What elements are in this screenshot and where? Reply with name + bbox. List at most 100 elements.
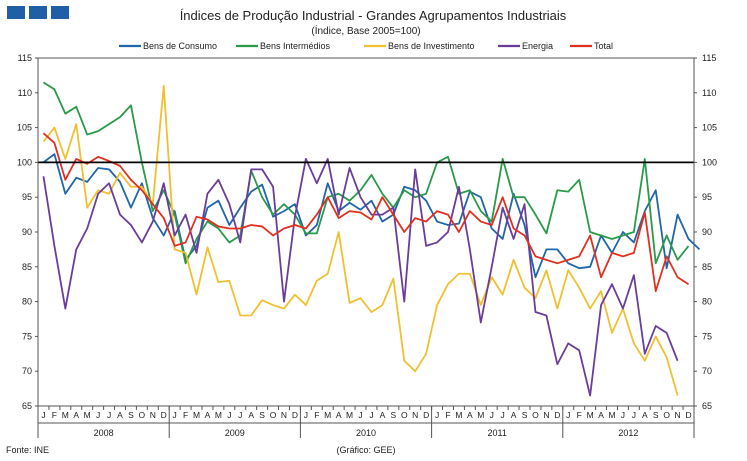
y-tick-label-left: 110 [18,88,32,98]
x-year-label: 2012 [618,428,638,438]
y-tick-label-left: 85 [22,262,32,272]
y-tick-label-left: 105 [17,123,32,133]
x-year-label: 2009 [225,428,245,438]
x-tick-label-month: A [380,410,386,420]
x-tick-label-month: J [107,410,111,420]
y-tick-label-left: 80 [22,297,32,307]
legend-label: Total [594,41,613,51]
y-tick-label-right: 70 [702,366,712,376]
y-tick-label-left: 95 [22,192,32,202]
y-tick-label-right: 110 [702,88,716,98]
x-tick-label-month: J [358,410,362,420]
y-tick-label-left: 115 [18,53,32,63]
x-tick-label-month: S [653,410,659,420]
footer-credit: (Gráfico: GEE) [336,445,395,455]
series-line-bens-intermedios [42,81,690,265]
legend-label: Bens Intermédios [260,41,331,51]
x-tick-label-month: D [685,410,691,420]
x-tick-label-month: D [161,410,167,420]
x-tick-label-month: A [642,410,648,420]
x-tick-label-month: S [259,410,265,420]
series-line-total [42,132,690,293]
x-tick-label-month: J [621,410,625,420]
logo-block-3 [51,6,69,19]
x-tick-label-month: J [227,410,231,420]
x-tick-label-month: O [139,410,146,420]
x-tick-label-month: D [423,410,429,420]
x-tick-label-month: J [304,410,308,420]
x-tick-label-month: D [292,410,298,420]
series-line-bens-de-investimento [42,84,679,396]
legend-label: Bens de Consumo [143,41,217,51]
x-tick-label-month: F [314,410,319,420]
x-tick-label-month: A [117,410,123,420]
x-tick-label-month: J [369,410,373,420]
x-tick-label-month: M [84,410,91,420]
y-tick-label-right: 90 [702,227,712,237]
legend-label: Energia [522,41,553,51]
x-tick-label-month: M [455,410,462,420]
x-tick-label-month: J [96,410,100,420]
y-axis-right: 65 70 75 80 85 90 95 100 105 110 115 [694,53,717,411]
x-tick-label-month: N [150,410,156,420]
x-tick-label-month: A [336,410,342,420]
x-tick-label-month: A [598,410,604,420]
y-tick-label-right: 65 [702,401,712,411]
x-tick-label-month: J [41,410,45,420]
x-tick-label-month: M [324,410,331,420]
y-tick-label-right: 85 [702,262,712,272]
y-tick-label-left: 70 [22,366,32,376]
x-tick-label-month: J [238,410,242,420]
x-tick-label-month: N [543,410,549,420]
x-tick-label-month: F [577,410,582,420]
chart-subtitle: (Índice, Base 2005=100) [311,24,420,37]
x-tick-label-month: M [193,410,200,420]
y-tick-label-left: 65 [22,401,32,411]
legend-label: Bens de Investimento [388,41,475,51]
y-tick-label-left: 75 [22,331,32,341]
x-tick-label-month: N [281,410,287,420]
y-tick-label-right: 105 [702,123,717,133]
x-tick-label-month: A [511,410,517,420]
x-tick-label-month: A [205,410,211,420]
x-tick-label-month: O [401,410,408,420]
x-tick-label-month: O [270,410,277,420]
x-tick-label-month: D [554,410,560,420]
logo-block-2 [29,6,47,19]
x-year-label: 2011 [488,428,507,438]
x-tick-label-month: F [445,410,450,420]
y-tick-label-right: 75 [702,331,712,341]
y-axis-left: 65 70 75 80 85 90 95 100 105 110 115 [17,53,38,411]
y-tick-label-left: 100 [17,157,32,167]
x-tick-label-month: J [173,410,177,420]
x-tick-label-month: A [73,410,79,420]
series-line-bens-de-consumo [42,153,701,279]
series-line-energia [42,158,679,397]
logo [7,6,69,19]
legend: Bens de Consumo Bens Intermédios Bens de I… [119,41,613,51]
x-tick-label-month: J [490,410,494,420]
x-tick-label-month: N [675,410,681,420]
x-tick-label-month: F [183,410,188,420]
x-year-label: 2010 [356,428,376,438]
x-tick-label-month: S [128,410,134,420]
x-tick-label-month: A [248,410,254,420]
x-tick-label-month: S [390,410,396,420]
x-tick-label-month: J [566,410,570,420]
x-tick-label-month: A [467,410,473,420]
logo-block-1 [7,6,25,19]
x-tick-label-month: M [346,410,353,420]
x-tick-label-month: J [435,410,439,420]
y-tick-label-right: 95 [702,192,712,202]
x-tick-label-month: M [587,410,594,420]
x-year-label: 2008 [94,428,114,438]
y-tick-label-right: 100 [702,157,717,167]
x-tick-label-month: N [412,410,418,420]
x-tick-label-month: S [522,410,528,420]
x-tick-label-month: M [62,410,69,420]
x-tick-label-month: J [501,410,505,420]
x-tick-label-month: F [52,410,57,420]
y-tick-label-right: 115 [702,53,716,63]
x-tick-label-month: J [632,410,636,420]
